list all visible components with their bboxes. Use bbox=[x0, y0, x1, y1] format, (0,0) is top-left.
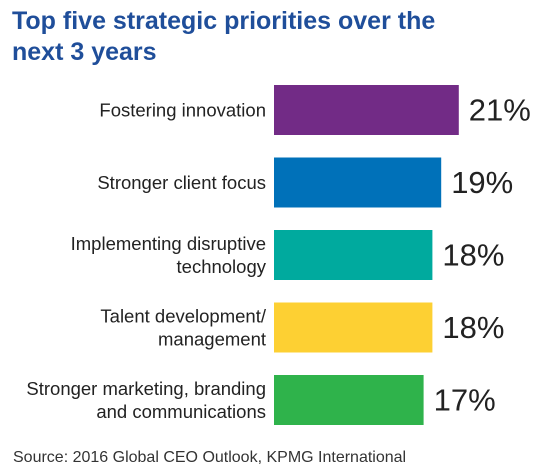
category-label-5-line-1: Stronger marketing, branding bbox=[26, 378, 266, 399]
bar-2 bbox=[274, 157, 442, 208]
chart-title: Top five strategic priorities over the n… bbox=[12, 6, 532, 68]
value-label-3: 18% bbox=[442, 238, 504, 273]
source-note: Source: 2016 Global CEO Outlook, KPMG In… bbox=[13, 449, 407, 466]
value-label-4: 18% bbox=[442, 310, 504, 345]
category-label-3: Implementing disruptive technology bbox=[71, 233, 267, 277]
category-label-2: Stronger client focus bbox=[97, 172, 266, 193]
category-label-1-line-1: Fostering innovation bbox=[99, 100, 266, 121]
bar-3 bbox=[274, 230, 433, 280]
value-label-5: 17% bbox=[434, 383, 496, 418]
bar-5 bbox=[274, 375, 424, 425]
category-label-4-line-2: management bbox=[158, 329, 266, 350]
category-label-5-line-2: and communications bbox=[96, 401, 266, 422]
category-label-4-line-1: Talent development/ bbox=[100, 306, 266, 327]
bar-4 bbox=[274, 302, 433, 353]
category-label-2-line-1: Stronger client focus bbox=[97, 172, 266, 193]
category-label-1: Fostering innovation bbox=[99, 100, 266, 121]
value-label-2: 19% bbox=[451, 165, 513, 200]
chart-title-line-2: next 3 years bbox=[12, 38, 157, 66]
chart-title-line-1: Top five strategic priorities over the bbox=[12, 7, 436, 35]
value-label-1: 21% bbox=[469, 93, 531, 128]
category-label-5: Stronger marketing, branding and communic… bbox=[26, 378, 266, 422]
category-label-3-line-2: technology bbox=[177, 256, 267, 277]
category-label-4: Talent development/management bbox=[100, 306, 266, 350]
bar-1 bbox=[274, 85, 459, 135]
category-label-3-line-1: Implementing disruptive bbox=[71, 233, 266, 254]
